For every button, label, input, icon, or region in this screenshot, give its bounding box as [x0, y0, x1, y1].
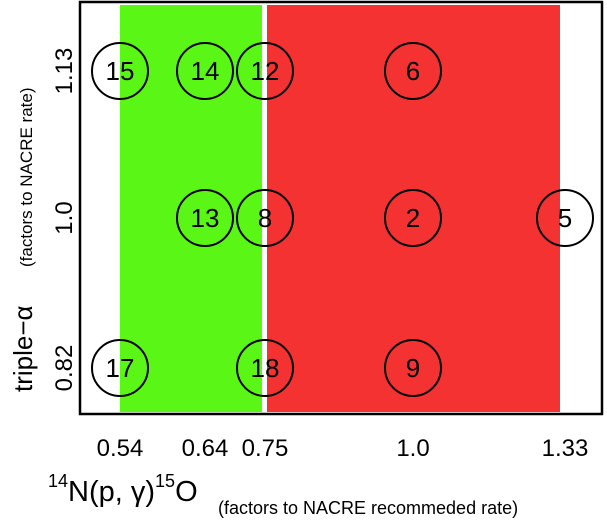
point-5: 5: [536, 189, 594, 247]
point-13: 13: [176, 189, 234, 247]
x-axis-label: 14N(p, γ)15O: [48, 471, 198, 509]
point-18: 18: [236, 339, 294, 397]
y-tick-label: 1.13: [51, 48, 78, 95]
plot-frame: [78, 0, 604, 416]
point-circle: [384, 189, 442, 247]
point-circle: [536, 189, 594, 247]
point-17: 17: [91, 339, 149, 397]
x-axis-label-note: (factors to NACRE recommeded rate): [218, 498, 519, 518]
x-tick-label: 0.75: [242, 435, 289, 462]
point-label: 13: [191, 203, 220, 233]
point-circle: [384, 339, 442, 397]
x-axis-label-isotope-15: 15: [155, 471, 176, 491]
point-8: 8: [236, 189, 294, 247]
x-tick-label: 0.54: [97, 435, 144, 462]
shaded-regions: [120, 5, 560, 412]
point-label: 8: [258, 203, 272, 233]
point-circle: [236, 339, 294, 397]
point-label: 2: [406, 203, 420, 233]
x-tick-label: 1.0: [396, 435, 429, 462]
point-9: 9: [384, 339, 442, 397]
point-circle: [91, 42, 149, 100]
point-label: 6: [406, 56, 420, 86]
point-circle: [176, 189, 234, 247]
y-tick-labels: 0.82 1.0 1.13: [51, 48, 78, 392]
region-1: [267, 5, 560, 412]
point-14: 14: [176, 42, 234, 100]
point-label: 14: [191, 56, 220, 86]
point-circle: [236, 42, 294, 100]
data-points: 15 14 12 6 13 8 2 5 17 18 9: [91, 42, 594, 397]
point-15: 15: [91, 42, 149, 100]
x-axis-label-reaction: N(p, γ): [68, 476, 156, 508]
y-axis-label-note: (factors to NACRE rate): [17, 88, 36, 268]
point-6: 6: [384, 42, 442, 100]
x-axis-label-product: O: [175, 476, 198, 508]
point-label: 5: [558, 203, 572, 233]
x-tick-labels: 0.54 0.64 0.75 1.0 1.33: [97, 435, 589, 462]
y-axis-label: triple−α (factors to NACRE rate): [8, 88, 38, 393]
point-label: 15: [106, 56, 135, 86]
point-label: 12: [251, 56, 280, 86]
point-label: 18: [251, 353, 280, 383]
y-tick-label: 1.0: [51, 201, 78, 234]
point-circle: [176, 42, 234, 100]
point-label: 9: [406, 353, 420, 383]
point-2: 2: [384, 189, 442, 247]
point-circle: [384, 42, 442, 100]
x-axis-label-isotope-14: 14: [48, 471, 69, 491]
x-tick-label: 0.64: [182, 435, 229, 462]
x-tick-label: 1.33: [542, 435, 589, 462]
point-circle: [236, 189, 294, 247]
y-tick-label: 0.82: [51, 345, 78, 392]
y-axis-label-main: triple−α: [8, 305, 38, 392]
point-circle: [91, 339, 149, 397]
point-12: 12: [236, 42, 294, 100]
point-label: 17: [106, 353, 135, 383]
